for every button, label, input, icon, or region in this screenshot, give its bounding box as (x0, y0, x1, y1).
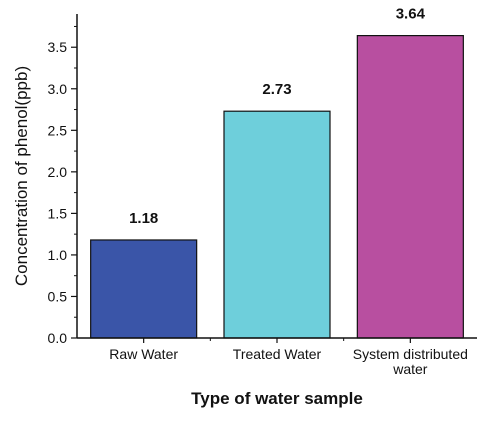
bar (90, 239, 198, 339)
x-category-label: water (392, 361, 428, 377)
x-axis-categories: Raw Water Treated Water System distributed… (109, 338, 468, 377)
y-tick-label: 1.0 (48, 247, 68, 263)
y-axis-ticks: 0.0 0.5 1.0 1.5 2.0 2.5 3.0 3.5 (48, 25, 77, 346)
y-axis-title: Concentration of phenol(ppb) (12, 66, 31, 286)
bar-data-label: 2.73 (262, 81, 291, 98)
x-category-label: System distributed (353, 346, 468, 362)
y-tick-label: 1.5 (48, 205, 68, 221)
bar (223, 110, 331, 339)
x-category-label: Raw Water (109, 346, 178, 362)
y-tick-label: 0.5 (48, 288, 68, 304)
bar-data-label: 3.64 (396, 6, 426, 23)
y-tick-label: 2.5 (48, 122, 68, 138)
bars: 1.18 2.73 3.64 (90, 6, 464, 339)
bar-data-label: 1.18 (129, 210, 158, 227)
bar (356, 34, 464, 339)
y-tick-label: 2.0 (48, 164, 68, 180)
y-tick-label: 0.0 (48, 330, 68, 346)
y-tick-label: 3.0 (48, 81, 68, 97)
x-axis-title: Type of water sample (191, 389, 363, 408)
x-category-label: Treated Water (233, 346, 322, 362)
y-tick-label: 3.5 (48, 39, 68, 55)
